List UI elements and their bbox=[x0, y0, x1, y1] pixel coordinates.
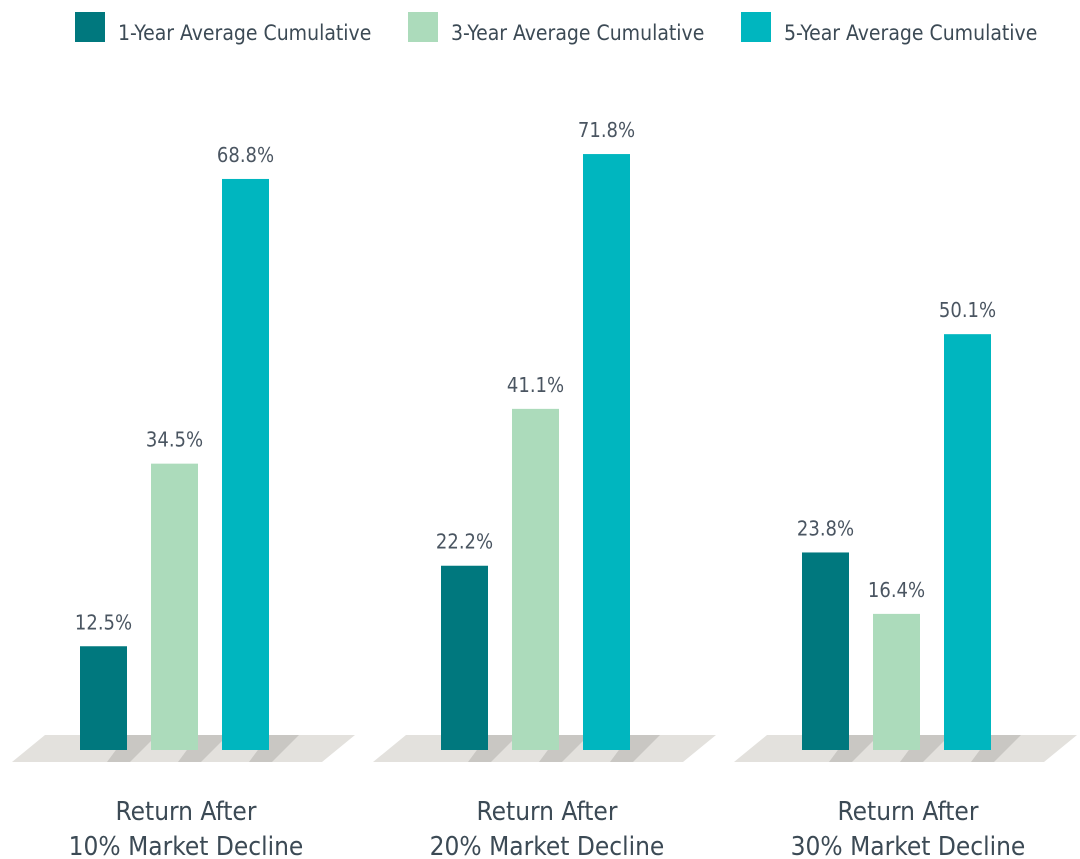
bar bbox=[222, 178, 269, 750]
value-label: 50.1% bbox=[939, 298, 996, 322]
bar-shadow bbox=[971, 735, 1021, 762]
legend-label: 3-Year Average Cumulative bbox=[451, 21, 704, 45]
bar bbox=[441, 565, 488, 750]
value-label: 23.8% bbox=[797, 516, 854, 540]
bar-shadow bbox=[539, 735, 589, 762]
bar-shadow bbox=[610, 735, 660, 762]
value-label: 41.1% bbox=[507, 373, 564, 397]
bar-shadow bbox=[178, 735, 228, 762]
value-label: 71.8% bbox=[578, 118, 635, 142]
bar bbox=[873, 613, 920, 750]
bar-shadow bbox=[249, 735, 299, 762]
value-label: 68.8% bbox=[217, 143, 274, 167]
bar-shadow bbox=[107, 735, 157, 762]
bar bbox=[512, 408, 559, 750]
bar bbox=[944, 334, 991, 750]
legend-swatch bbox=[408, 12, 438, 42]
legend-swatch bbox=[75, 12, 105, 42]
value-label: 12.5% bbox=[75, 610, 132, 634]
legend-swatch bbox=[741, 12, 771, 42]
category-label: Return After 20% Market Decline bbox=[429, 797, 665, 859]
bar bbox=[583, 154, 630, 750]
category-label: Return After 30% Market Decline bbox=[790, 797, 1026, 859]
bar bbox=[802, 552, 849, 750]
value-label: 16.4% bbox=[868, 578, 925, 602]
bar-shadow bbox=[468, 735, 518, 762]
value-label: 34.5% bbox=[146, 428, 203, 452]
bar-shadow bbox=[900, 735, 950, 762]
bar bbox=[80, 646, 127, 750]
bar-shadow bbox=[829, 735, 879, 762]
legend-label: 1-Year Average Cumulative bbox=[118, 21, 371, 45]
value-label: 22.2% bbox=[436, 530, 493, 554]
bar bbox=[151, 463, 198, 750]
category-label: Return After 10% Market Decline bbox=[68, 797, 304, 859]
legend-label: 5-Year Average Cumulative bbox=[784, 21, 1037, 45]
